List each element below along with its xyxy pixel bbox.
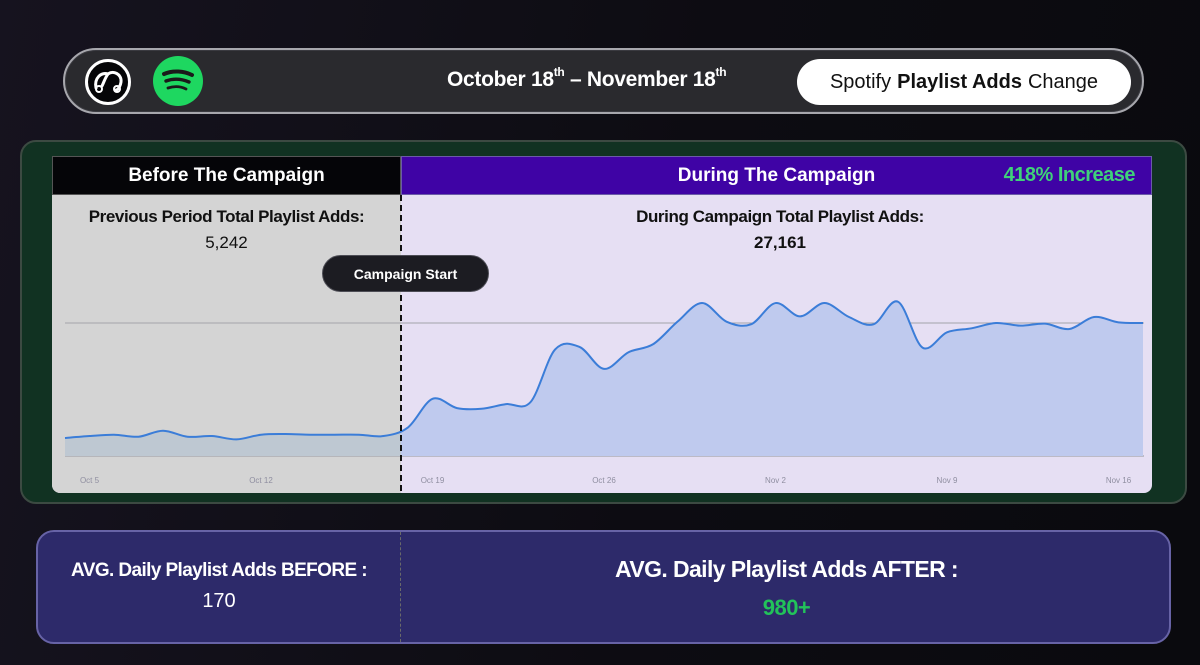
during-campaign-label: During The Campaign (677, 164, 876, 186)
date-start: October 18 (447, 68, 554, 91)
previous-total-label: Previous Period Total Playlist Adds: (88, 207, 365, 226)
header-bar: October 18th – November 18th Spotify Pla… (63, 48, 1144, 114)
x-tick-label: Oct 19 (420, 476, 445, 485)
avg-after-label: AVG. Daily Playlist Adds AFTER : (615, 556, 959, 582)
x-tick-label: Nov 2 (765, 476, 786, 485)
avg-before-block: AVG. Daily Playlist Adds BEFORE : 170 (38, 560, 400, 613)
title-metric: Playlist Adds (897, 70, 1022, 93)
brand-logo-icon (85, 59, 131, 105)
x-tick-label: Nov 16 (1105, 476, 1132, 485)
campaign-start-label: Campaign Start (353, 265, 458, 282)
avg-before-value: 170 (202, 590, 236, 612)
date-end: November 18 (586, 68, 716, 91)
area-chart (64, 195, 1144, 493)
area-during-campaign (401, 301, 1143, 456)
before-campaign-header: Before The Campaign (52, 156, 401, 195)
during-total-value: 27,161 (754, 233, 806, 252)
during-total-label: During Campaign Total Playlist Adds: (636, 207, 924, 226)
previous-total-stat: Previous Period Total Playlist Adds: 5,2… (52, 207, 401, 253)
averages-divider (400, 532, 401, 642)
report-title-badge: Spotify Playlist Adds Change (797, 59, 1131, 105)
chart-panel: Before The Campaign During The Campaign … (20, 140, 1187, 504)
area-before-campaign (65, 430, 401, 456)
avg-after-block: AVG. Daily Playlist Adds AFTER : 980+ (400, 556, 1173, 621)
title-prefix: Spotify (829, 70, 892, 93)
title-suffix: Change (1027, 70, 1099, 93)
x-tick-label: Nov 9 (936, 476, 958, 485)
date-end-suffix: th (715, 65, 727, 79)
date-range: October 18th – November 18th (447, 65, 727, 92)
previous-total-value: 5,242 (205, 233, 248, 252)
increase-badge: 418% Increase (1003, 164, 1136, 186)
spotify-icon (153, 56, 203, 106)
chart-area: Previous Period Total Playlist Adds: 5,2… (52, 195, 1152, 493)
before-campaign-label: Before The Campaign (128, 164, 325, 186)
x-tick-label: Oct 26 (592, 476, 616, 485)
date-start-suffix: th (553, 65, 565, 79)
avg-before-label: AVG. Daily Playlist Adds BEFORE : (71, 560, 367, 581)
date-separator: – (564, 68, 587, 91)
during-total-stat: During Campaign Total Playlist Adds: 27,… (530, 207, 1030, 253)
averages-panel: AVG. Daily Playlist Adds BEFORE : 170 AV… (36, 530, 1171, 644)
during-campaign-header: During The Campaign 418% Increase (401, 156, 1152, 195)
x-tick-label: Oct 5 (79, 476, 100, 485)
avg-after-value: 980+ (762, 595, 811, 620)
campaign-start-marker: Campaign Start (322, 255, 489, 292)
data-line (64, 300, 1144, 441)
x-tick-label: Oct 12 (249, 476, 273, 485)
